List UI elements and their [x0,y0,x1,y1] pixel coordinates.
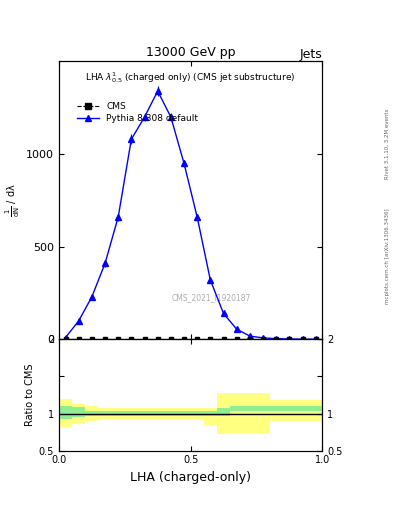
Title: 13000 GeV pp: 13000 GeV pp [146,46,235,59]
Text: Rivet 3.1.10, 3.2M events: Rivet 3.1.10, 3.2M events [385,108,389,179]
Text: LHA $\lambda^{1}_{0.5}$ (charged only) (CMS jet substructure): LHA $\lambda^{1}_{0.5}$ (charged only) (… [85,70,296,84]
Text: CMS_2021_I1920187: CMS_2021_I1920187 [172,293,252,302]
X-axis label: LHA (charged-only): LHA (charged-only) [130,471,251,484]
Y-axis label: $\mathregular{\frac{1}{dN}}$ / $\mathregular{d\lambda}$: $\mathregular{\frac{1}{dN}}$ / $\mathreg… [4,183,22,217]
Legend: CMS, Pythia 8.308 default: CMS, Pythia 8.308 default [74,99,201,125]
Text: mcplots.cern.ch [arXiv:1306.3436]: mcplots.cern.ch [arXiv:1306.3436] [385,208,389,304]
Text: Jets: Jets [299,49,322,61]
Y-axis label: Ratio to CMS: Ratio to CMS [24,364,35,426]
